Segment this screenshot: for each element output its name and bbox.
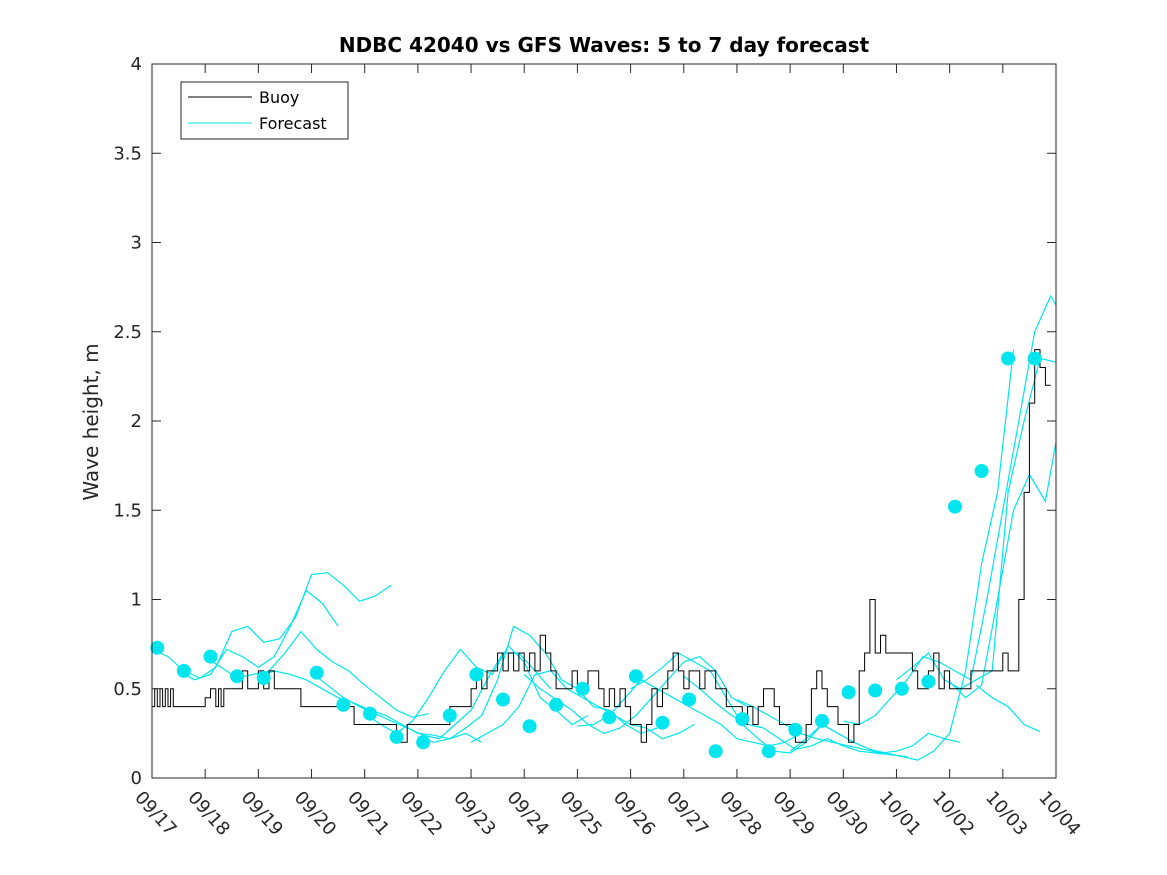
forecast-marker [1027,351,1042,366]
forecast-marker [894,681,909,696]
forecast-series-line-10 [577,679,802,747]
forecast-marker [628,669,643,684]
plot-area [152,64,1056,778]
forecast-marker [309,665,324,680]
y-tick-label: 0.5 [113,679,142,700]
forecast-marker [815,713,829,728]
forecast-marker [841,685,856,700]
forecast-series-line-18 [975,684,1041,733]
forecast-marker [176,663,191,678]
forecast-marker [974,464,989,478]
buoy-line-group [152,349,1051,743]
forecast-marker [921,674,936,689]
forecast-marker [203,649,218,664]
legend-forecast-label: Forecast [259,114,327,133]
forecast-series-line-13 [736,698,961,754]
y-tick-label: 1 [131,590,142,611]
y-tick-label: 4 [131,54,142,75]
forecast-marker [363,706,377,721]
forecast-marker [496,692,510,707]
forecast-marker [735,712,750,727]
y-tick-label: 2 [131,411,142,432]
forecast-marker [469,667,484,682]
forecast-markers [150,351,1042,759]
forecast-series-line-16 [896,357,1057,690]
forecast-series-line-14 [789,349,1015,761]
chart-title: NDBC 42040 vs GFS Waves: 5 to 7 day fore… [339,33,870,57]
forecast-marker [549,697,564,712]
forecast-marker [788,722,803,737]
forecast-marker [868,683,883,698]
y-tick-label: 1.5 [113,500,142,521]
forecast-marker [522,719,537,734]
y-tick-label: 3.5 [113,143,142,164]
forecast-marker [416,735,431,750]
forecast-marker [389,729,404,744]
forecast-marker [230,669,245,684]
forecast-series-line-2 [178,589,339,681]
forecast-marker [575,681,590,696]
forecast-marker [1001,351,1016,366]
forecast-marker [761,744,776,759]
forecast-series-line-1 [151,572,392,679]
legend-buoy-label: Buoy [259,88,299,107]
y-axis-label: Wave height, m [79,343,103,500]
forecast-marker [150,640,165,655]
y-tick-label: 0 [131,768,142,789]
forecast-marker [336,697,351,712]
forecast-marker [442,708,457,723]
forecast-marker [655,715,670,730]
forecast-marker [948,499,962,514]
y-axis: 0 0.5 1 1.5 2 2.5 3 3.5 4 [113,54,1056,789]
forecast-marker [708,744,723,759]
forecast-marker [682,692,697,707]
y-tick-label: 3 [131,233,142,254]
y-tick-label: 2.5 [113,322,142,343]
forecast-series-line-12 [683,675,908,758]
plot-background [152,64,1056,778]
forecast-series-line-8 [470,670,695,743]
forecast-marker [256,671,271,685]
legend: Buoy Forecast [180,81,349,140]
legend-box [180,81,349,140]
forecast-series-line-17 [949,442,1057,699]
forecast-marker [602,710,617,725]
buoy-series-line [152,349,1051,743]
